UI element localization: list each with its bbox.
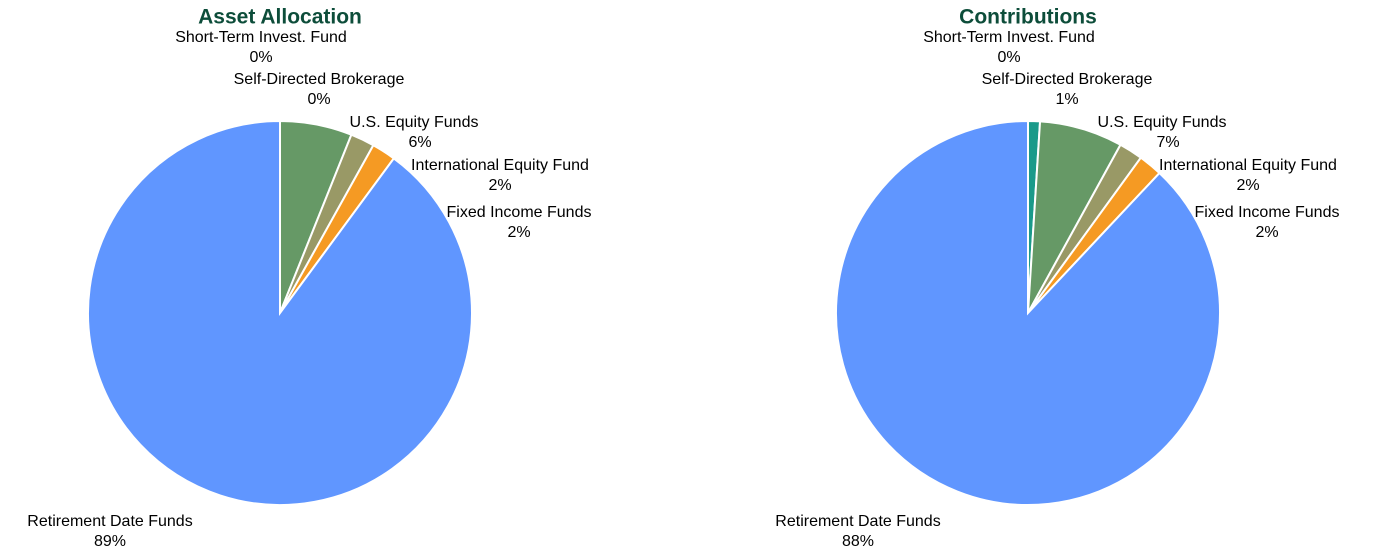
slice-value-label: 6% (408, 134, 431, 151)
slice-label: Self-Directed Brokerage (234, 71, 405, 88)
pie-slice (835, 119, 1221, 506)
slice-label: International Equity Fund (411, 157, 589, 174)
slice-value-label: 2% (1236, 177, 1259, 194)
slice-label: Retirement Date Funds (775, 513, 940, 530)
slice-value-label: 88% (842, 533, 874, 550)
slice-label: U.S. Equity Funds (1098, 114, 1227, 131)
slice-value-label: 2% (488, 177, 511, 194)
pie-slice (87, 119, 473, 506)
slice-label: Short-Term Invest. Fund (175, 29, 347, 46)
slice-value-label: 0% (997, 49, 1020, 66)
slice-label: Self-Directed Brokerage (982, 71, 1153, 88)
slice-label: Fixed Income Funds (447, 204, 592, 221)
slice-label: Short-Term Invest. Fund (923, 29, 1095, 46)
slice-value-label: 1% (1055, 91, 1078, 108)
slice-label: Retirement Date Funds (27, 513, 192, 530)
slice-value-label: 2% (1255, 224, 1278, 241)
slice-label: U.S. Equity Funds (350, 114, 479, 131)
slice-value-label: 7% (1156, 134, 1179, 151)
chart-title: Contributions (959, 6, 1097, 29)
slice-value-label: 0% (249, 49, 272, 66)
chart-title: Asset Allocation (198, 6, 362, 29)
slice-label: Fixed Income Funds (1195, 204, 1340, 221)
slice-value-label: 89% (94, 533, 126, 550)
slice-value-label: 2% (507, 224, 530, 241)
slice-label: International Equity Fund (1159, 157, 1337, 174)
slice-value-label: 0% (307, 91, 330, 108)
